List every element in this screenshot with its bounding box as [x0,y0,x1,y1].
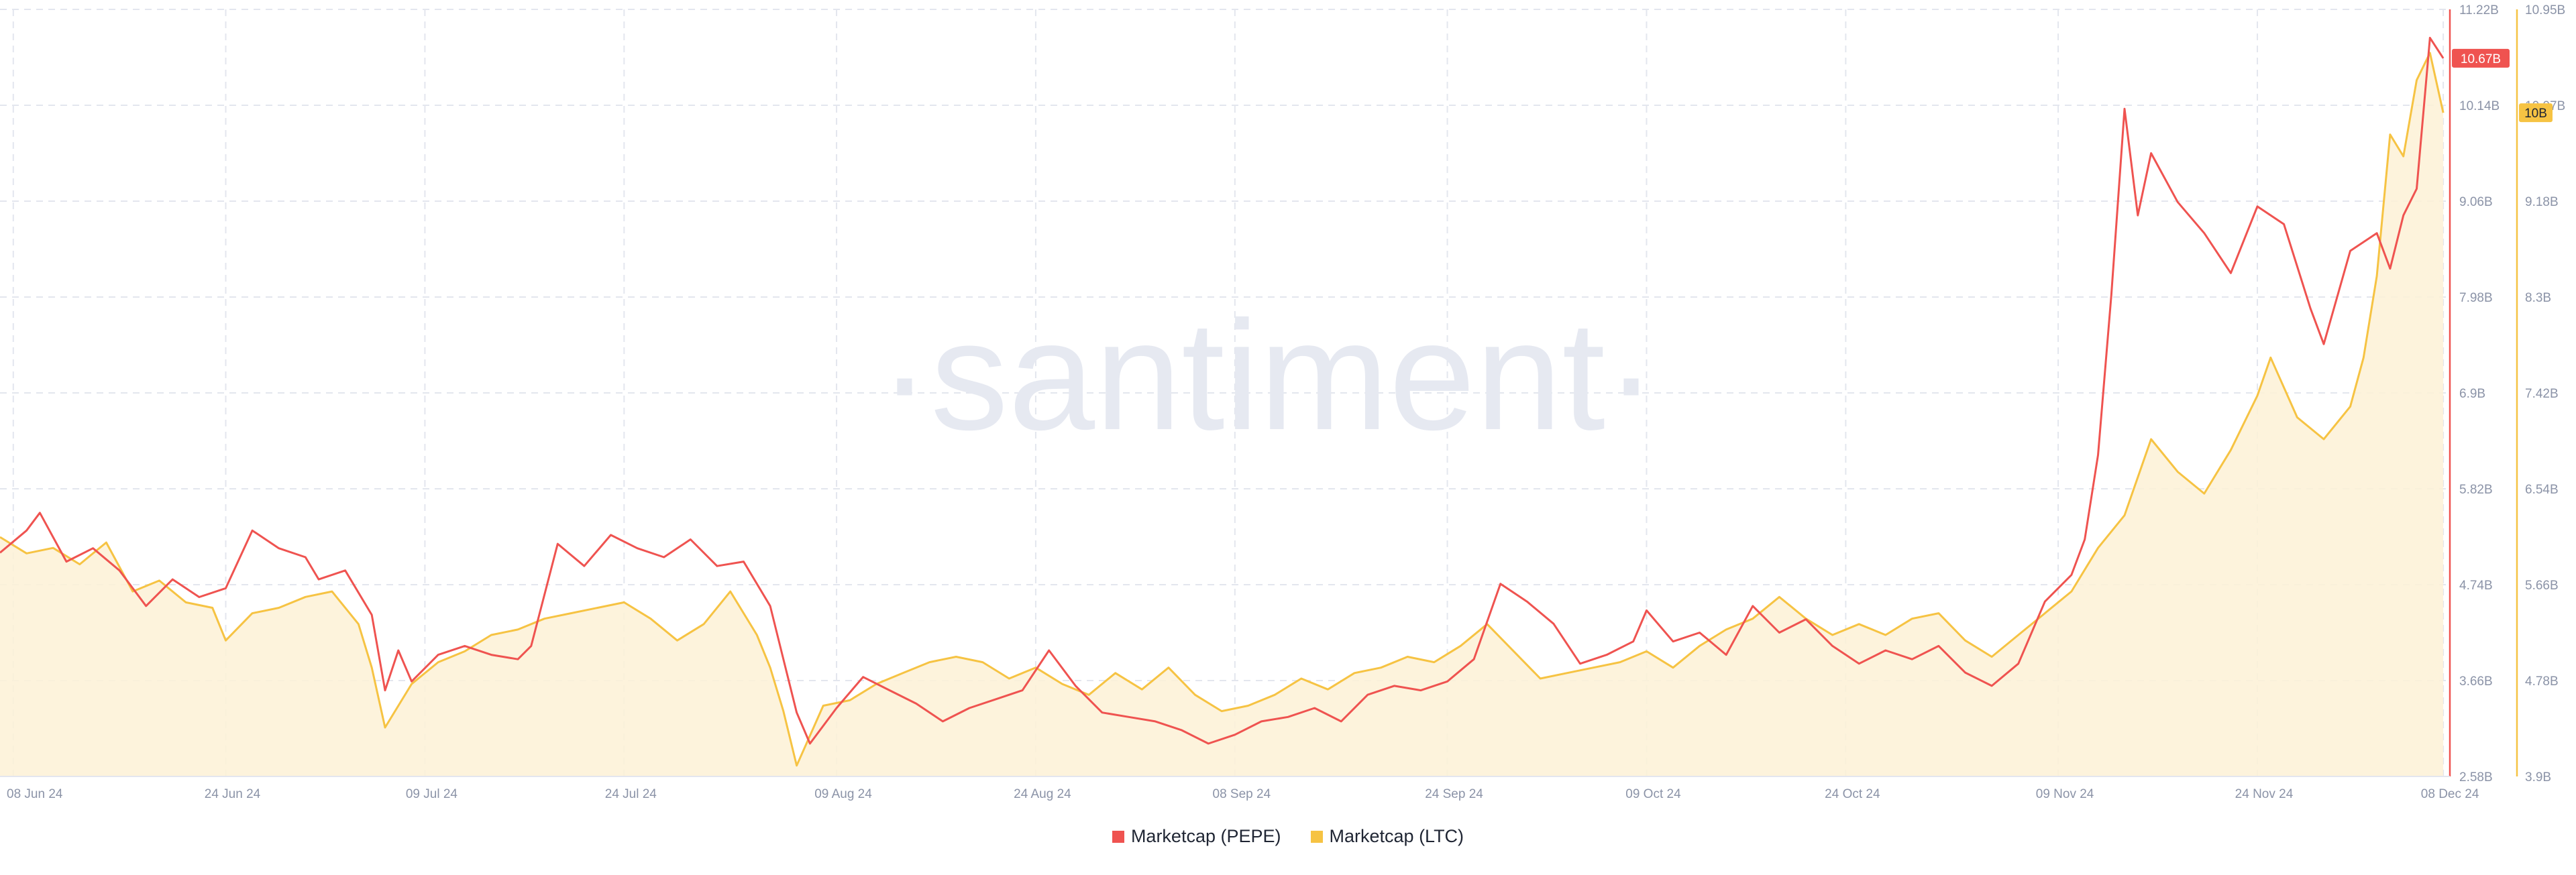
x-tick-label: 09 Nov 24 [2036,787,2094,801]
y-left-tick-label: 4.74B [2459,579,2493,593]
legend: Marketcap (PEPE) Marketcap (LTC) [0,826,2576,847]
legend-item-pepe[interactable]: Marketcap (PEPE) [1112,826,1281,847]
legend-label-ltc: Marketcap (LTC) [1329,826,1464,846]
x-tick-label: 08 Sep 24 [1213,787,1271,801]
ltc-area-fill [0,52,2444,776]
ltc-current-value-bg [2519,103,2553,123]
y-left-tick-label: 10.14B [2459,99,2500,113]
y-right-tick-label: 4.78B [2525,675,2559,689]
x-tick-label: 09 Aug 24 [814,787,872,801]
y-left-tick-label: 2.58B [2459,770,2493,784]
y-left-tick-label: 5.82B [2459,483,2493,497]
watermark: ·santiment· [879,289,1657,463]
legend-swatch-ltc [1310,830,1323,843]
y-left-tick-label: 11.22B [2459,3,2499,17]
y-left-tick-label: 6.9B [2459,387,2485,401]
pepe-current-value: 10.67B [2461,52,2501,66]
y-right-tick-label: 8.3B [2525,291,2551,305]
area-layer [0,52,2444,776]
x-tick-label: 08 Dec 24 [2421,787,2479,801]
x-tick-label: 24 Sep 24 [1425,787,1483,801]
x-tick-label: 24 Jul 24 [605,787,657,801]
legend-label-pepe: Marketcap (PEPE) [1130,826,1281,846]
axes: 11.22B10.95B10.14B10.07B9.06B9.18B7.98B8… [0,3,2565,801]
series-line-pepe [0,36,2445,745]
y-right-tick-label: 9.18B [2525,195,2559,209]
y-right-tick-label: 10.95B [2525,3,2565,17]
legend-item-ltc[interactable]: Marketcap (LTC) [1310,826,1464,847]
line-layer [0,36,2445,767]
x-tick-label: 24 Nov 24 [2235,787,2294,801]
y-right-tick-label: 3.9B [2525,770,2551,784]
pepe-current-value-bg [2452,48,2510,68]
y-right-tick-label: 7.42B [2525,387,2559,401]
ltc-current-value: 10B [2524,107,2547,121]
x-tick-label: 24 Aug 24 [1014,787,1071,801]
x-tick-label: 09 Jul 24 [406,787,458,801]
y-right-tick-label: 6.54B [2525,483,2559,497]
x-tick-label: 24 Oct 24 [1825,787,1880,801]
x-tick-label: 24 Jun 24 [205,787,261,801]
legend-swatch-pepe [1112,830,1124,843]
series-line-ltc [0,52,2445,767]
x-tick-label: 09 Oct 24 [1625,787,1681,801]
y-right-tick-label: 5.66B [2525,579,2559,593]
y-left-tick-label: 9.06B [2459,195,2493,209]
y-left-tick-label: 7.98B [2459,291,2493,305]
y-left-tick-label: 3.66B [2459,675,2493,689]
x-tick-label: 08 Jun 24 [7,787,63,801]
